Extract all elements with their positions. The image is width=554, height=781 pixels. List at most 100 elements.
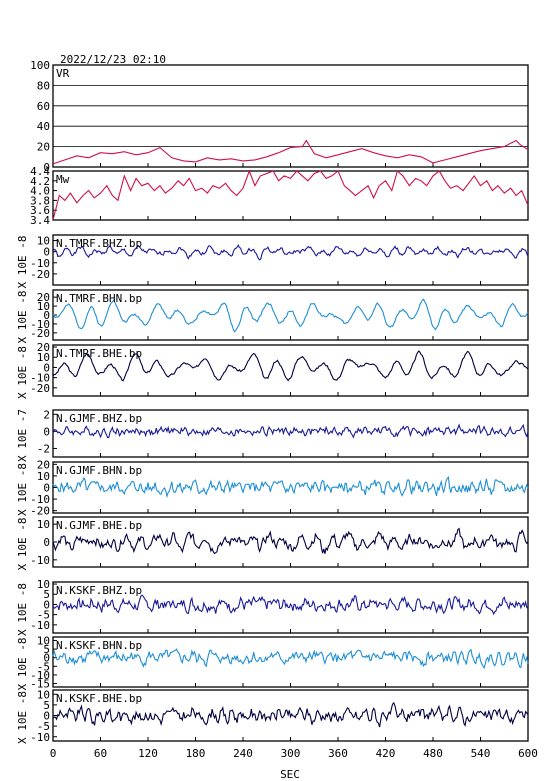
y-tick-label: -10: [30, 257, 50, 270]
y-tick-label: 5: [43, 699, 50, 712]
panel-unit-label: X 10E -7: [16, 409, 29, 462]
panel-unit-label: X 10E -8: [16, 236, 29, 289]
series-line-n-tmrf-bhe-bp: [52, 350, 529, 382]
y-tick-label: 10: [37, 688, 50, 701]
y-tick-label: 0: [43, 598, 50, 611]
y-tick-label: 0: [43, 246, 50, 259]
y-tick-label: 10: [37, 235, 50, 248]
series-line-mw: [52, 169, 529, 221]
panel-name-label: N.GJMF.BHE.bp: [56, 519, 142, 532]
y-tick-label: 10: [37, 518, 50, 531]
y-tick-label: 100: [30, 59, 50, 72]
y-tick-label: 0: [43, 425, 50, 438]
y-tick-label: 80: [37, 79, 50, 92]
y-tick-label: -10: [30, 554, 50, 567]
panel-name-label: N.TMRF.BHE.bp: [56, 347, 142, 360]
y-tick-label: -10: [30, 669, 50, 682]
y-tick-label: 4.0: [30, 185, 50, 198]
y-tick-label: -20: [30, 327, 50, 340]
series-line-n-gjmf-bhe-bp: [52, 527, 529, 555]
y-tick-label: -2: [37, 442, 50, 455]
x-tick-label: 480: [423, 747, 443, 760]
series-line-n-gjmf-bhn-bp: [52, 475, 529, 499]
y-tick-label: 0: [43, 361, 50, 374]
series-line-n-kskf-bhn-bp: [52, 648, 529, 670]
y-tick-label: -15: [30, 678, 50, 691]
panel-name-label: N.KSKF.BHE.bp: [56, 692, 142, 705]
x-tick-label: 300: [281, 747, 301, 760]
y-tick-label: 20: [37, 141, 50, 154]
panel-unit-label: X 10E -8: [16, 346, 29, 399]
panel-unit-label: X 10E -8: [16, 291, 29, 344]
y-tick-label: 40: [37, 120, 50, 133]
panel-unit-label: X 10E -8: [16, 583, 29, 636]
panel-name-label: N.KSKF.BHN.bp: [56, 639, 142, 652]
panel-name-label: N.GJMF.BHN.bp: [56, 464, 142, 477]
x-tick-label: 360: [328, 747, 348, 760]
y-tick-label: -5: [37, 609, 50, 622]
y-tick-label: -10: [30, 619, 50, 632]
y-tick-label: 0: [43, 161, 50, 174]
panel-mw: 3.43.63.84.04.24.4 Mw: [30, 165, 529, 227]
panel-vr: 0 20 40 60 80 100 VR: [30, 59, 529, 174]
panel-name-label: N.TMRF.BHN.bp: [56, 292, 142, 305]
x-tick-label: 180: [186, 747, 206, 760]
y-tick-label: 10: [37, 578, 50, 591]
y-tick-label: 10: [37, 470, 50, 483]
x-tick-label: 240: [233, 747, 253, 760]
y-tick-label: 5: [43, 588, 50, 601]
y-tick-label: 3.4: [30, 214, 50, 227]
y-tick-label: -10: [30, 731, 50, 744]
panel-unit-label: X 10E -8: [16, 691, 29, 744]
panel-n-gjmf-bhe-bp: -10 0 10 N.GJMF.BHE.bp X 10E -8: [16, 516, 529, 571]
series-line-n-kskf-bhe-bp: [52, 701, 529, 728]
y-tick-label: 0: [43, 482, 50, 495]
y-tick-label: 4.2: [30, 175, 50, 188]
x-tick-label: 540: [471, 747, 491, 760]
panel-unit-label: X 10E -8: [16, 638, 29, 691]
y-tick-label: 20: [37, 291, 50, 304]
y-tick-label: 3.6: [30, 204, 50, 217]
y-tick-label: 10: [37, 351, 50, 364]
x-tick-label: 120: [138, 747, 158, 760]
series-line-n-tmrf-bhz-bp: [52, 244, 529, 261]
y-tick-label: -10: [30, 493, 50, 506]
y-tick-label: -20: [30, 268, 50, 281]
panel-name-label: Mw: [56, 173, 70, 186]
y-tick-label: -5: [37, 660, 50, 673]
x-tick-label: 0: [50, 747, 57, 760]
series-line-vr: [52, 139, 529, 165]
y-tick-label: 0: [43, 536, 50, 549]
series-line-n-gjmf-bhz-bp: [52, 423, 529, 439]
y-tick-label: 0: [43, 652, 50, 665]
panel-unit-label: X 10E -8: [16, 518, 29, 571]
x-tick-label: 60: [94, 747, 107, 760]
y-tick-label: 5: [43, 643, 50, 656]
x-tick-label: 600: [518, 747, 538, 760]
panel-n-gjmf-bhz-bp: -2 0 2 N.GJMF.BHZ.bp X 10E -7: [16, 408, 529, 462]
y-tick-label: 10: [37, 634, 50, 647]
x-axis-label: SEC: [280, 768, 300, 781]
panel-name-label: N.KSKF.BHZ.bp: [56, 584, 142, 597]
panel-name-label: N.TMRF.BHZ.bp: [56, 237, 142, 250]
y-tick-label: 20: [37, 458, 50, 471]
y-tick-label: -20: [30, 382, 50, 395]
y-tick-label: 0: [43, 309, 50, 322]
series-line-n-tmrf-bhn-bp: [52, 298, 529, 333]
y-tick-label: 60: [37, 100, 50, 113]
y-tick-label: -20: [30, 505, 50, 518]
panel-name-label: N.GJMF.BHZ.bp: [56, 412, 142, 425]
y-tick-label: -10: [30, 318, 50, 331]
chart-datetime: 2022/12/23 02:10: [60, 53, 166, 66]
panel-unit-label: X 10E -8: [16, 463, 29, 516]
y-tick-label: 10: [37, 300, 50, 313]
y-tick-label: 20: [37, 341, 50, 354]
